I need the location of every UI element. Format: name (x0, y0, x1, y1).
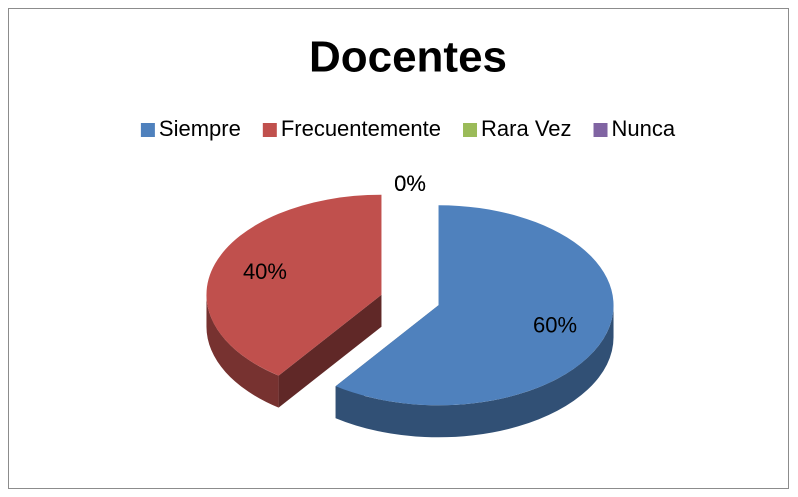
legend-label: Rara Vez (481, 116, 572, 141)
data-label: 0% (394, 171, 426, 196)
chart-title: Docentes (309, 33, 507, 82)
legend-label: Frecuentemente (281, 116, 441, 141)
legend: Siempre Frecuentemente Rara Vez Nunca (140, 116, 676, 141)
slice-wall (278, 294, 382, 408)
data-label: 40% (243, 259, 287, 284)
slice-side (335, 305, 614, 438)
legend-label: Siempre (159, 116, 241, 141)
legend-label: Nunca (612, 116, 676, 141)
legend-swatch (593, 123, 608, 137)
pie-tops (206, 194, 614, 406)
legend-swatch (140, 123, 155, 137)
pie-slice (335, 205, 614, 406)
slice-side (206, 294, 279, 408)
legend-swatch (463, 123, 478, 137)
data-label: 0% (394, 171, 426, 196)
legend-swatch (262, 123, 277, 137)
pie-slice (206, 194, 382, 376)
data-label: 60% (533, 313, 577, 338)
